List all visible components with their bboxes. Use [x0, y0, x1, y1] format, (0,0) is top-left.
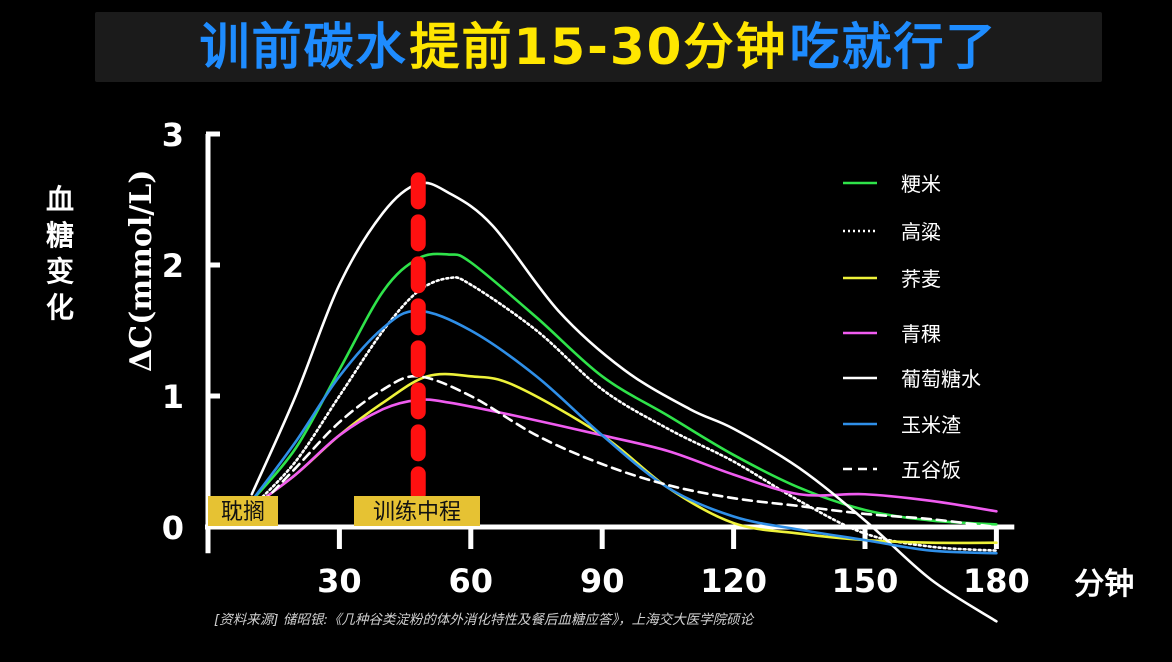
x-tick-label: 120	[700, 562, 767, 600]
legend-label: 高粱	[901, 220, 941, 244]
y-axis-title-char: 糖	[45, 219, 74, 252]
series-line-qingke	[250, 398, 998, 513]
annotation-label: 训练中程	[373, 500, 461, 525]
x-tick-label: 150	[832, 562, 899, 600]
legend-label: 粳米	[901, 172, 941, 196]
annotation-label: 耽搁	[221, 500, 265, 525]
title-segment-1: 训前碳水	[199, 18, 408, 76]
x-axis-title: 分钟	[1074, 567, 1134, 602]
x-tick-label: 180	[963, 562, 1030, 600]
series-line-putaotangshui	[250, 181, 998, 623]
annotation-box	[354, 496, 480, 526]
x-tick-label: 90	[580, 562, 625, 600]
legend-label: 青稞	[901, 322, 941, 346]
title-banner: 训前碳水 提前15-30分钟 吃就行了	[95, 12, 1102, 82]
series-line-gaoliang	[250, 276, 998, 552]
x-tick-label: 30	[317, 562, 362, 600]
y-tick-label: 1	[162, 378, 184, 416]
legend-label: 五谷饭	[901, 458, 961, 482]
title-segment-3: 吃就行了	[789, 18, 998, 76]
title-segment-2: 提前15-30分钟	[409, 18, 788, 76]
series-line-yumizha	[250, 309, 998, 555]
y-tick-label: 3	[162, 116, 184, 154]
x-tick-label: 60	[449, 562, 494, 600]
series-line-wugufan	[250, 374, 998, 529]
y-tick-label: 0	[162, 509, 184, 547]
source-citation: [资料来源] 储昭银:《几种谷类淀粉的体外消化特性及餐后血糖应答》，上海交大医学…	[214, 612, 754, 628]
y-axis-title: 血糖变化	[44, 186, 76, 322]
y-axis-title-char: 血	[45, 183, 74, 216]
y-axis-title-char: 变	[45, 255, 74, 288]
annotation-box	[208, 496, 278, 526]
series-line-jingmi	[250, 252, 998, 526]
legend-label: 玉米渣	[901, 413, 961, 437]
y-axis-title-char: 化	[45, 291, 74, 324]
legend-label: 葡萄糖水	[901, 367, 981, 391]
legend-label: 荞麦	[901, 267, 941, 291]
y-tick-label: 2	[162, 247, 184, 285]
